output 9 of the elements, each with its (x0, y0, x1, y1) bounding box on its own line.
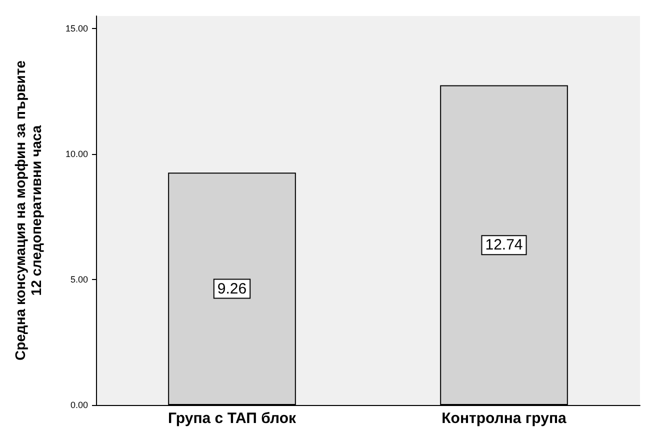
data-label: 12.74 (485, 236, 523, 254)
x-tick-label: Група с ТАП блок (168, 410, 296, 427)
y-axis-title: Средна консумация на морфин за първите 12 следоперативни часа (12, 60, 44, 361)
y-tick-label: 0.00 (70, 400, 88, 410)
y-tick-label: 10.00 (65, 149, 88, 160)
y-tick-label: 15.00 (65, 24, 88, 34)
y-tick-label: 5.00 (70, 274, 88, 285)
data-label: 9.26 (217, 280, 247, 298)
x-tick-label: Контролна група (442, 410, 568, 427)
